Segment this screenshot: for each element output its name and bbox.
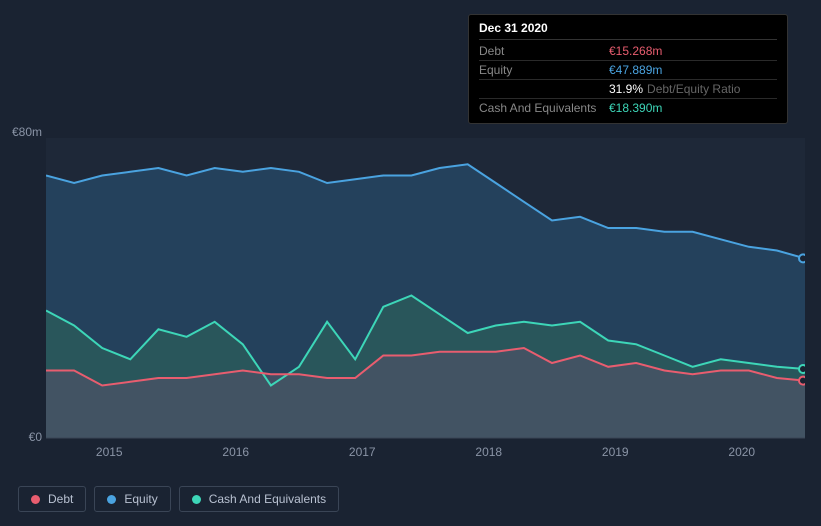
tooltip-row-label: Cash And Equivalents <box>479 101 609 115</box>
tooltip-row-label: Debt <box>479 44 609 58</box>
tooltip-row: Cash And Equivalents€18.390m <box>479 99 777 117</box>
chart-legend: Debt Equity Cash And Equivalents <box>18 486 339 512</box>
balance-sheet-chart: €80m €0 201520162017201820192020 <box>18 120 805 470</box>
y-axis-label-max: €80m <box>8 125 42 139</box>
y-axis-label-min: €0 <box>8 430 42 444</box>
legend-dot <box>31 495 40 504</box>
tooltip-row-value: €47.889m <box>609 63 662 77</box>
tooltip-row: Debt€15.268m <box>479 42 777 61</box>
legend-label: Equity <box>124 492 157 506</box>
chart-plot-area <box>46 138 805 438</box>
x-axis-label: 2017 <box>349 445 376 459</box>
legend-item-equity[interactable]: Equity <box>94 486 170 512</box>
x-axis-label: 2019 <box>602 445 629 459</box>
chart-tooltip: Dec 31 2020 Debt€15.268mEquity€47.889m31… <box>468 14 788 124</box>
x-axis-label: 2015 <box>96 445 123 459</box>
tooltip-row: Equity€47.889m <box>479 61 777 80</box>
chart-svg <box>46 138 805 438</box>
tooltip-row-value: €18.390m <box>609 101 662 115</box>
equity-end-marker <box>799 254 805 262</box>
debt-end-marker <box>799 377 805 385</box>
tooltip-date: Dec 31 2020 <box>479 21 777 40</box>
x-axis-label: 2018 <box>475 445 502 459</box>
tooltip-row-label <box>479 82 609 96</box>
tooltip-row-label: Equity <box>479 63 609 77</box>
tooltip-row-value: €15.268m <box>609 44 662 58</box>
legend-item-debt[interactable]: Debt <box>18 486 86 512</box>
legend-dot <box>192 495 201 504</box>
legend-dot <box>107 495 116 504</box>
cash-end-marker <box>799 365 805 373</box>
legend-label: Cash And Equivalents <box>209 492 326 506</box>
tooltip-row-suffix: Debt/Equity Ratio <box>647 82 740 96</box>
tooltip-row: 31.9% Debt/Equity Ratio <box>479 80 777 99</box>
legend-label: Debt <box>48 492 73 506</box>
x-axis-label: 2020 <box>728 445 755 459</box>
legend-item-cash-and-equivalents[interactable]: Cash And Equivalents <box>179 486 339 512</box>
tooltip-row-value: 31.9% <box>609 82 643 96</box>
x-axis-label: 2016 <box>222 445 249 459</box>
